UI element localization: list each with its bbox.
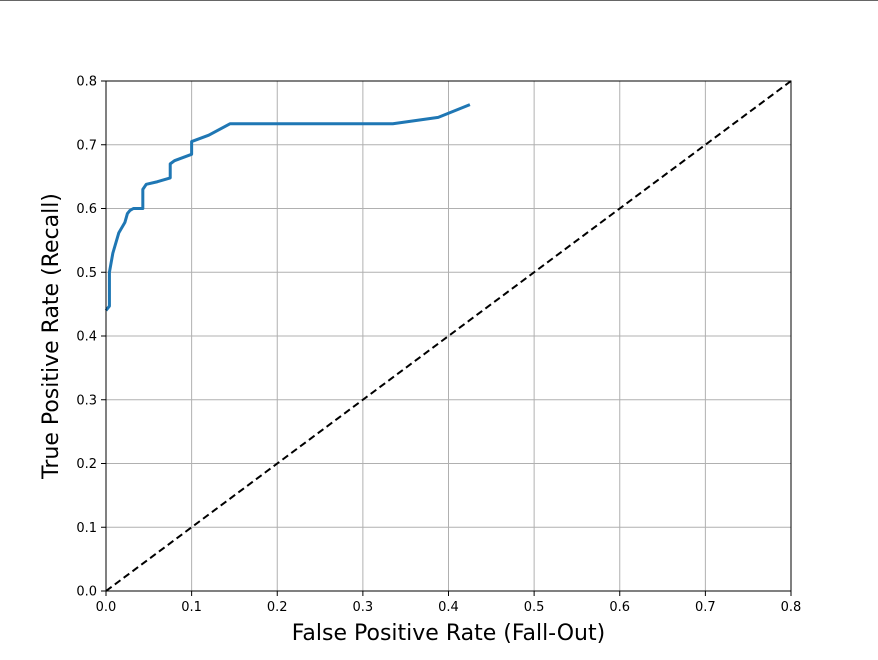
y-axis-title: True Positive Rate (Recall) <box>39 193 64 480</box>
y-tick-label: 0.5 <box>76 266 97 281</box>
y-tick-label: 0.2 <box>76 457 97 472</box>
y-tick-label: 0.1 <box>76 521 97 536</box>
x-tick-label: 0.4 <box>438 600 459 615</box>
top-border <box>0 0 878 1</box>
plot-series <box>104 80 792 592</box>
y-tick-label: 0.6 <box>76 202 97 217</box>
x-tick-label: 0.3 <box>353 600 374 615</box>
x-tick-label: 0.1 <box>181 600 202 615</box>
x-tick-label: 0.5 <box>524 600 545 615</box>
grid <box>105 80 792 592</box>
x-tick-label: 0.6 <box>609 600 630 615</box>
y-tick-label: 0.3 <box>76 393 97 408</box>
x-tick-label: 0.8 <box>781 600 802 615</box>
x-tick-label: 0.0 <box>96 600 117 615</box>
x-tick-label: 0.7 <box>695 600 716 615</box>
y-tick-label: 0.0 <box>76 585 97 600</box>
x-tick-label: 0.2 <box>267 600 288 615</box>
y-tick-label: 0.7 <box>76 138 97 153</box>
roc-curve-line <box>104 103 471 312</box>
axis-ticks: 0.0 0.1 0.2 0.3 0.4 0.5 0.6 0.7 0.8 0.0 0.1 0.2 0.3 0… <box>76 75 801 616</box>
y-tick-label: 0.4 <box>76 330 97 345</box>
x-axis-title: False Positive Rate (Fall-Out) <box>292 621 605 646</box>
y-tick-label: 0.8 <box>76 75 97 90</box>
